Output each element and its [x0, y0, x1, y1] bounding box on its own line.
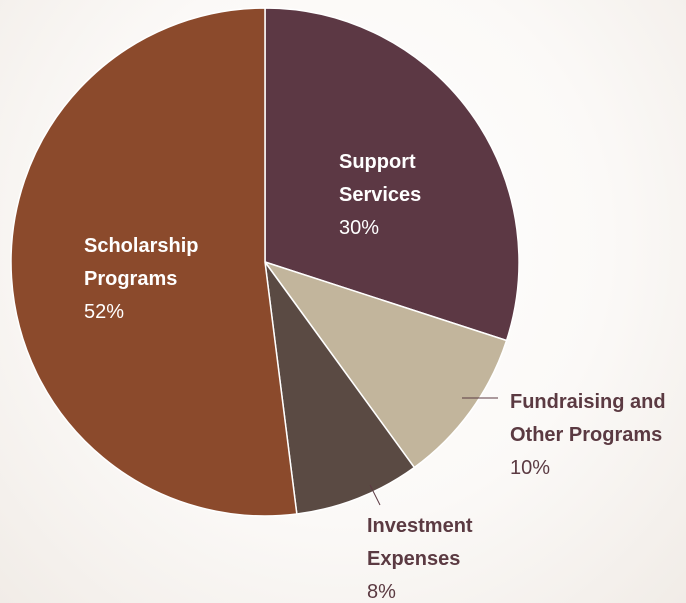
pie-slice-support-services	[264, 7, 520, 342]
pie-slices	[10, 7, 520, 517]
pie-slice-fundraising-and-other-programs	[263, 260, 508, 469]
slice-name-label: Other Programs	[510, 424, 662, 446]
leader-lines	[369, 397, 498, 506]
slice-value-label: 10%	[510, 457, 550, 479]
slice-name-label: Fundraising and	[510, 391, 666, 413]
slice-value-label: 30%	[339, 217, 379, 239]
slice-name-label: Services	[339, 184, 421, 206]
slice-name-label: Scholarship	[84, 235, 198, 257]
slice-value-label: 8%	[367, 581, 396, 603]
slice-labels: Support Services 30% Fundraising and Other P…	[84, 151, 666, 603]
leader-line	[369, 484, 381, 506]
slice-name-label: Investment	[367, 515, 473, 537]
slice-name-label: Expenses	[367, 548, 460, 570]
pie-slice-scholarship-programs	[10, 7, 298, 517]
slice-name-label: Support	[339, 151, 416, 173]
slice-name-label: Programs	[84, 268, 177, 290]
pie-slice-investment-expenses	[264, 261, 416, 515]
slice-value-label: 52%	[84, 301, 124, 323]
